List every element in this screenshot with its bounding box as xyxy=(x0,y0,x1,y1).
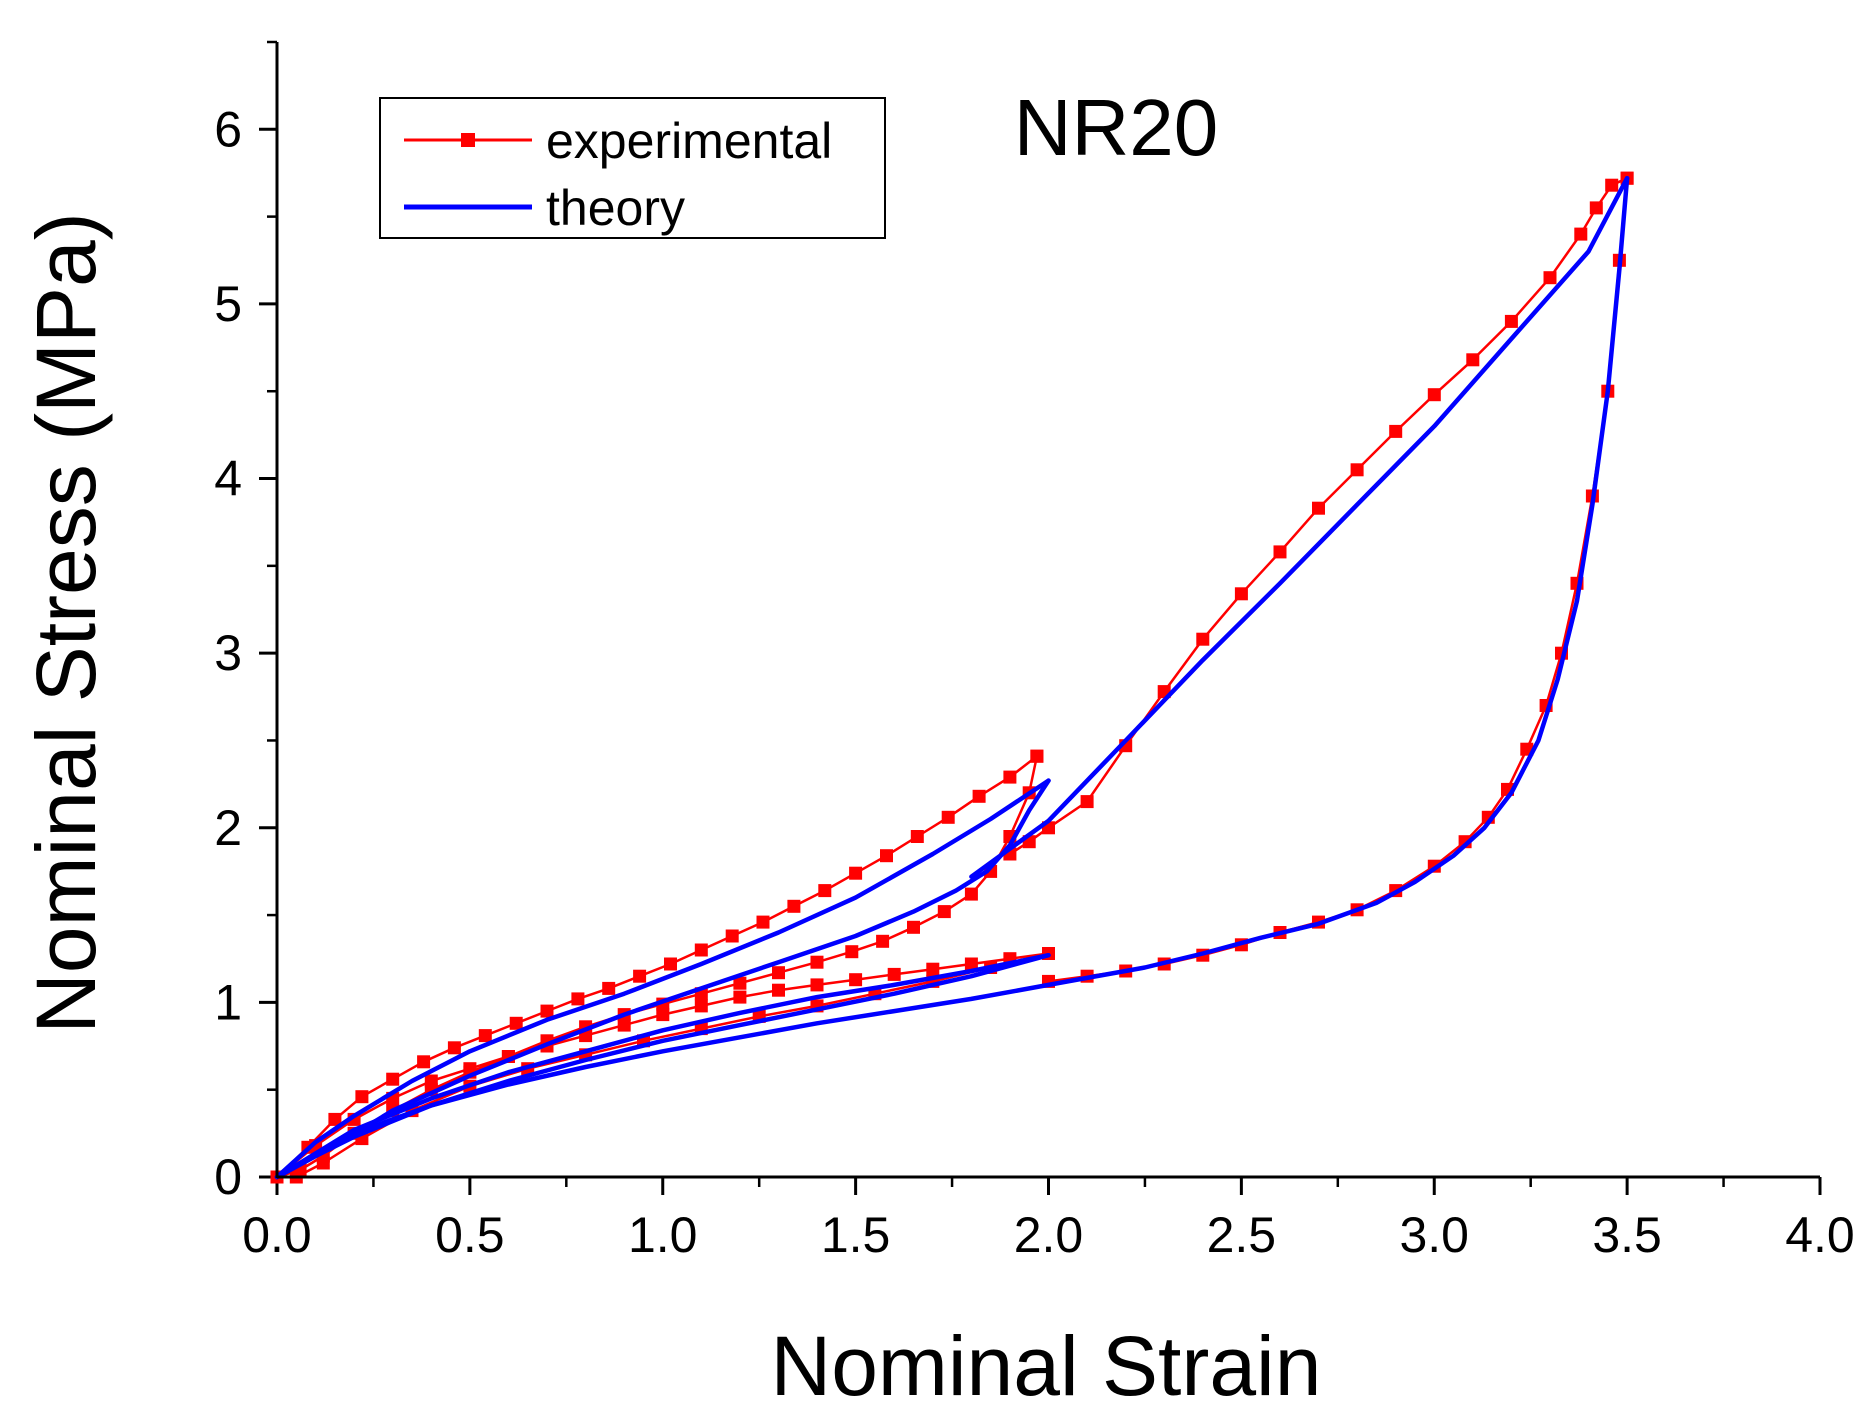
data-point-experimental xyxy=(1466,353,1480,367)
series-experimental xyxy=(270,171,1634,1184)
legend-marker-experimental xyxy=(461,133,475,147)
legend-label-theory: theory xyxy=(546,180,685,236)
data-point-experimental xyxy=(964,887,978,901)
data-point-experimental xyxy=(937,905,951,919)
data-point-experimental xyxy=(926,962,940,976)
data-point-experimental xyxy=(355,1090,369,1104)
y-tick-label: 1 xyxy=(214,974,242,1030)
data-point-experimental xyxy=(880,849,893,863)
y-tick-label: 5 xyxy=(214,276,242,332)
data-point-experimental xyxy=(424,1074,438,1088)
chart-title: NR20 xyxy=(1014,83,1219,172)
x-axis-label: Nominal Strain xyxy=(771,1319,1322,1413)
series-theory xyxy=(274,175,1630,1180)
data-point-experimental xyxy=(1574,227,1588,241)
data-point-experimental xyxy=(849,973,863,987)
data-point-experimental xyxy=(417,1055,431,1069)
data-point-experimental xyxy=(818,884,832,898)
x-tick-label: 2.0 xyxy=(1014,1207,1084,1263)
data-point-experimental xyxy=(1504,314,1518,328)
data-point-experimental xyxy=(1543,271,1557,285)
data-point-experimental xyxy=(733,976,747,990)
data-point-experimental xyxy=(1427,388,1441,402)
data-point-experimental xyxy=(694,999,708,1013)
data-point-experimental xyxy=(664,957,677,971)
data-point-experimental xyxy=(810,955,824,969)
data-point-experimental xyxy=(478,1029,492,1043)
y-tick-label: 3 xyxy=(214,625,242,681)
data-point-experimental xyxy=(447,1041,461,1055)
axis-ticks xyxy=(259,40,1822,1195)
series-line-theory xyxy=(274,952,1051,1180)
data-point-experimental xyxy=(845,945,859,959)
data-point-experimental xyxy=(1196,632,1210,646)
data-point-experimental xyxy=(602,981,616,995)
data-point-experimental xyxy=(1350,463,1364,477)
data-point-experimental xyxy=(972,789,986,803)
data-point-experimental xyxy=(887,967,901,981)
data-point-experimental xyxy=(328,1112,342,1126)
legend-item-theory: theory xyxy=(404,180,685,236)
data-point-experimental xyxy=(1273,545,1287,559)
data-point-experimental xyxy=(1080,795,1094,809)
x-tick-label: 0.5 xyxy=(435,1207,505,1263)
data-point-experimental xyxy=(787,899,801,913)
data-point-experimental xyxy=(1312,501,1325,515)
y-tick-label: 0 xyxy=(214,1149,242,1205)
series-line-theory xyxy=(274,952,1051,1180)
series-line-experimental xyxy=(1008,176,1629,856)
data-point-experimental xyxy=(876,934,890,948)
data-point-experimental xyxy=(910,830,924,843)
x-tick-label: 0.0 xyxy=(242,1207,312,1263)
data-point-experimental xyxy=(1389,424,1403,438)
plot-area xyxy=(270,171,1634,1184)
x-tick-label: 1.0 xyxy=(628,1207,698,1263)
y-tick-label: 4 xyxy=(214,451,242,507)
legend-box xyxy=(379,97,886,239)
data-point-experimental xyxy=(1589,201,1603,215)
data-point-experimental xyxy=(725,929,739,943)
data-point-experimental xyxy=(694,943,708,957)
data-point-experimental xyxy=(964,957,978,971)
data-point-experimental xyxy=(907,920,920,934)
axes xyxy=(275,42,1820,1179)
data-point-experimental xyxy=(1234,587,1248,601)
data-point-experimental xyxy=(941,810,955,824)
y-tick-label: 2 xyxy=(214,800,242,856)
series-line-theory xyxy=(969,175,1630,879)
data-point-experimental xyxy=(540,1004,554,1018)
legend: experimental theory xyxy=(379,97,886,239)
x-tick-label: 1.5 xyxy=(821,1207,891,1263)
data-point-experimental xyxy=(1003,770,1017,784)
data-point-experimental xyxy=(617,1018,631,1032)
data-point-experimental xyxy=(772,966,785,980)
y-tick-label: 6 xyxy=(214,101,242,157)
y-axis-label: Nominal Stress (MPa) xyxy=(19,212,113,1034)
legend-label-experimental: experimental xyxy=(546,113,832,169)
x-tick-label: 3.0 xyxy=(1399,1207,1469,1263)
series-line-theory xyxy=(274,175,1630,1180)
series-line-theory xyxy=(274,778,1051,1180)
data-point-experimental xyxy=(772,983,785,997)
data-point-experimental xyxy=(849,866,863,880)
y-tick-labels: 0 1 2 3 4 5 6 xyxy=(214,101,242,1205)
x-tick-label: 4.0 xyxy=(1785,1207,1855,1263)
x-tick-label: 3.5 xyxy=(1592,1207,1662,1263)
data-point-experimental xyxy=(656,1008,670,1022)
x-tick-labels: 0.0 0.5 1.0 1.5 2.0 2.5 3.0 3.5 4.0 xyxy=(242,1207,1855,1263)
data-point-experimental xyxy=(756,915,770,929)
data-point-experimental xyxy=(316,1156,330,1170)
data-point-experimental xyxy=(633,969,647,983)
data-point-experimental xyxy=(1030,749,1044,763)
data-point-experimental xyxy=(810,978,824,992)
data-point-experimental xyxy=(509,1016,523,1030)
data-point-experimental xyxy=(733,990,747,1004)
x-tick-label: 2.5 xyxy=(1207,1207,1277,1263)
data-point-experimental xyxy=(386,1072,400,1086)
data-point-experimental xyxy=(1605,178,1619,192)
series-line-experimental xyxy=(1047,176,1629,983)
data-point-experimental xyxy=(571,992,585,1006)
legend-item-experimental: experimental xyxy=(404,113,832,169)
